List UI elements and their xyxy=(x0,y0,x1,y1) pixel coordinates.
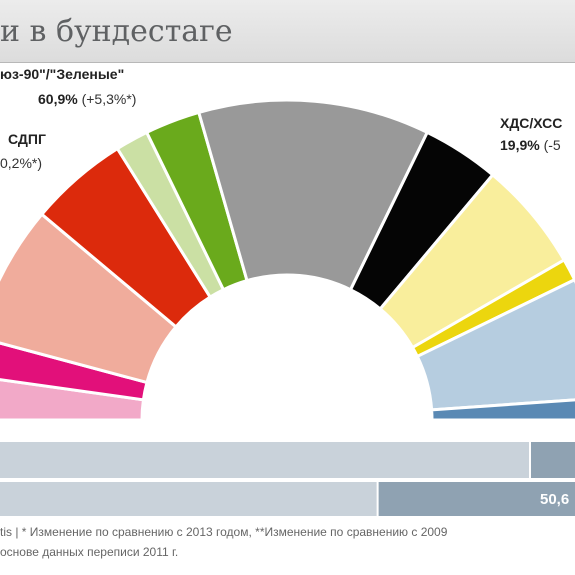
bar-2-dark xyxy=(378,482,575,516)
greens-label: юз-90"/"Зеленые" xyxy=(0,66,124,82)
cdu-change: (-5 xyxy=(543,137,561,153)
bar-2-light xyxy=(0,482,377,516)
spd-name: СДПГ xyxy=(8,131,46,147)
seat-segment-11 xyxy=(415,277,575,412)
footer-line-1: tis | * Изменение по сравнению с 2013 го… xyxy=(0,525,448,539)
cdu-label: ХДС/ХСС xyxy=(500,115,562,131)
bar-1-light xyxy=(0,442,529,478)
cdu-value-label: 19,9% (-5 xyxy=(500,137,561,153)
header-band xyxy=(0,0,575,63)
greens-value-label: 60,9% (+5,3%*) xyxy=(38,91,136,107)
spd-change: 0,2%*) xyxy=(0,155,43,171)
semicircle-segments xyxy=(0,98,575,422)
greens-change: (+5,3%*) xyxy=(81,91,137,107)
footer-line-2: основе данных переписи 2011 г. xyxy=(0,545,179,559)
chart-title: и в бундестаге xyxy=(0,14,233,49)
spd-label: СДПГ xyxy=(8,131,46,147)
greens-value: 60,9% xyxy=(38,91,78,107)
seat-segment-7 xyxy=(196,98,430,292)
bar-1-dark xyxy=(531,442,575,478)
spd-change-label: 0,2%*) xyxy=(0,155,42,171)
cdu-value: 19,9% xyxy=(500,137,540,153)
greens-name: юз-90"/"Зеленые" xyxy=(0,66,125,82)
cdu-name: ХДС/ХСС xyxy=(500,115,563,131)
bar-2-label: 50,6 xyxy=(540,491,569,508)
footer: tis | * Изменение по сравнению с 2013 го… xyxy=(0,522,447,562)
